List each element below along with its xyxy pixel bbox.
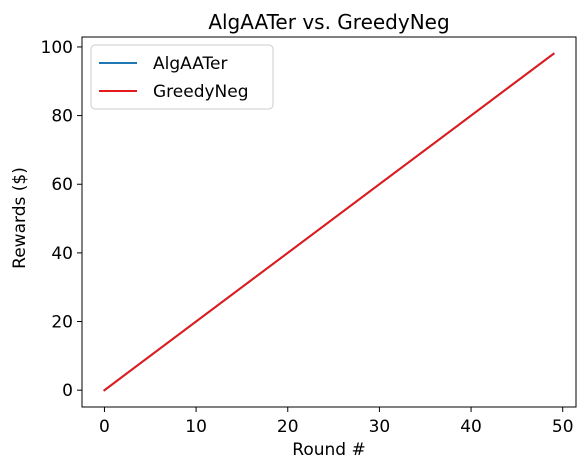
series-line-1 [103,52,555,392]
legend: AlgAATer GreedyNeg [90,44,274,110]
x-axis-label: Round # [292,440,365,460]
x-tick-label: 40 [460,417,482,437]
chart-title: AlgAATer vs. GreedyNeg [208,10,449,34]
y-tick-label: 100 [41,38,73,58]
y-axis-label: Rewards ($) [10,167,30,269]
y-tick-label: 80 [51,107,73,127]
legend-label-1: GreedyNeg [153,82,249,102]
x-tick-label: 20 [277,417,299,437]
x-axis: 0 10 20 30 40 50 [99,407,574,437]
y-tick-label: 20 [51,313,73,333]
y-axis: 0 20 40 60 80 100 [41,38,82,401]
x-tick-label: 0 [99,417,110,437]
legend-box [90,44,274,110]
y-tick-label: 60 [51,175,73,195]
x-tick-label: 50 [552,417,574,437]
y-tick-label: 40 [51,244,73,264]
x-tick-label: 30 [369,417,391,437]
x-tick-label: 10 [185,417,207,437]
legend-label-0: AlgAATer [153,54,228,74]
y-tick-label: 0 [62,381,73,401]
